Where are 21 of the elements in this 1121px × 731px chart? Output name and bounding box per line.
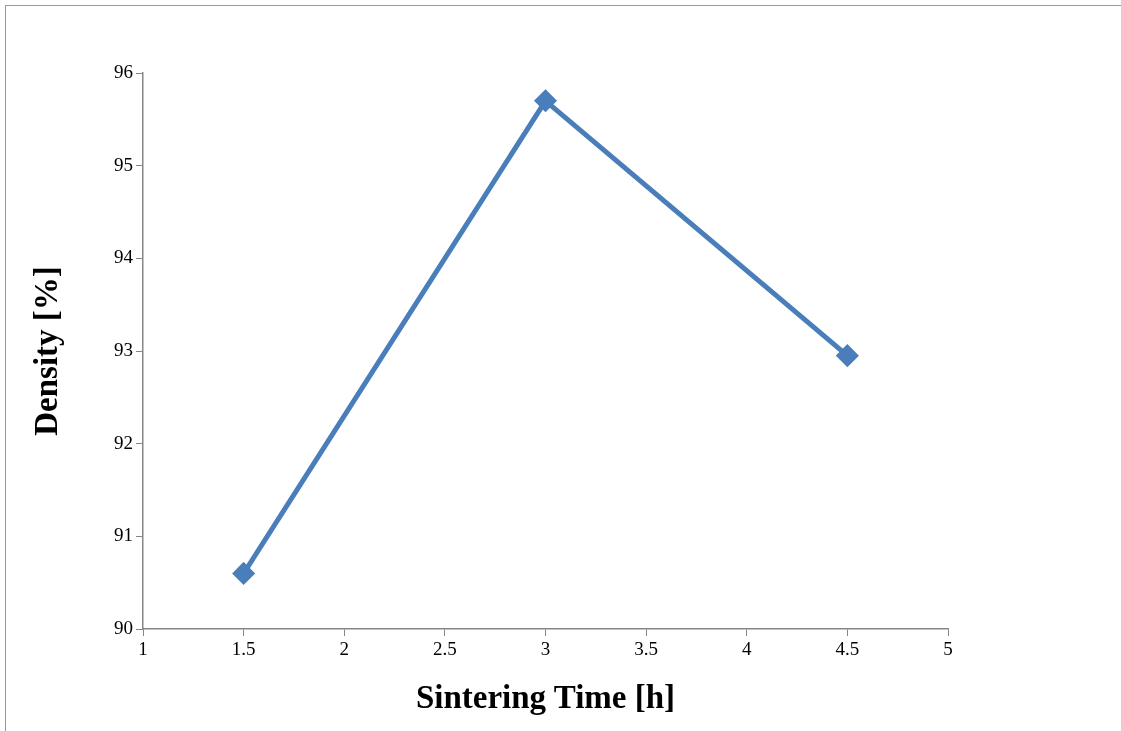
y-tick-label: 94	[114, 246, 134, 268]
y-tick-label: 93	[114, 338, 133, 360]
x-tick-label: 3	[540, 638, 551, 660]
point	[535, 90, 556, 112]
x-tick-label: 4	[742, 638, 752, 660]
y-axis-title: Density [%]	[28, 266, 65, 436]
x-tick-label: 3.5	[634, 638, 658, 660]
y-tick-label: 95	[114, 153, 133, 175]
y-tick-label: 90	[114, 616, 133, 638]
x-tick-label: 2.5	[433, 638, 457, 660]
x-tick-label: 5	[943, 638, 953, 660]
y-tick-label: 91	[114, 524, 133, 546]
x-tick-label: 2	[339, 638, 349, 660]
y-tick-label: 96	[114, 60, 133, 82]
y-tick-label: 92	[114, 431, 133, 453]
point	[836, 345, 858, 367]
x-tick-label: 1	[138, 638, 148, 660]
x-tick-label: 4.5	[835, 638, 860, 660]
point	[233, 562, 255, 584]
x-tick-label: 1.5	[231, 638, 256, 660]
x-axis-title: Sintering Time [h]	[415, 678, 676, 715]
